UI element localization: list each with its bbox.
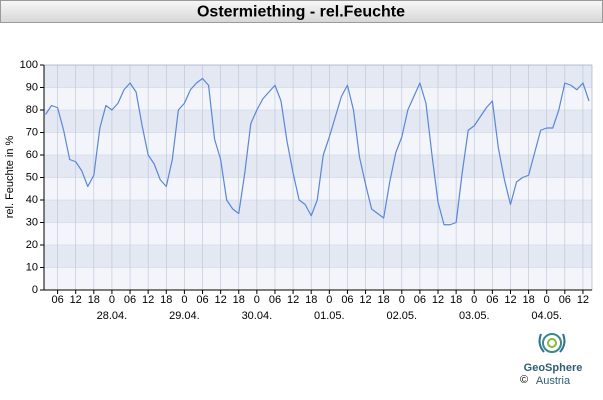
x-tick-label: 0 (471, 294, 477, 306)
title-bar: Ostermiething - rel.Feuchte (0, 0, 603, 23)
logo-name: GeoSphere (524, 362, 583, 374)
band (44, 65, 592, 88)
date-label: 03.05. (459, 310, 490, 322)
x-tick-label: 06 (486, 294, 498, 306)
y-tick-label: 80 (26, 104, 38, 116)
x-tick-label: 06 (269, 294, 281, 306)
x-tick-label: 0 (544, 294, 550, 306)
y-tick-label: 20 (26, 239, 38, 251)
y-tick-label: 0 (32, 284, 38, 296)
x-tick-label: 18 (160, 294, 172, 306)
date-label: 29.04. (169, 310, 200, 322)
y-tick-label: 90 (26, 81, 38, 93)
x-tick-label: 18 (305, 294, 317, 306)
chart-title: Ostermiething - rel.Feuchte (197, 4, 405, 21)
date-label: 28.04. (97, 310, 128, 322)
y-tick-label: 70 (26, 126, 38, 138)
line (45, 77, 590, 226)
x-tick-label: 12 (504, 294, 516, 306)
y-tick-label: 40 (26, 194, 38, 206)
x-tick-label: 06 (414, 294, 426, 306)
copyright: © (520, 374, 528, 386)
x-tick-label: 0 (399, 294, 405, 306)
date-label: 30.04. (242, 310, 273, 322)
y-axis-label: rel. Feuchte in % (4, 136, 16, 219)
date-label: 02.05. (386, 310, 417, 322)
y-tick-label: 50 (26, 171, 38, 183)
x-tick-label: 12 (577, 294, 589, 306)
band (44, 110, 592, 133)
band (44, 267, 592, 290)
x-tick-label: 0 (109, 294, 115, 306)
plot (45, 77, 590, 226)
band (44, 177, 592, 200)
band (44, 200, 592, 223)
date-label: 01.05. (314, 310, 345, 322)
x-tick-label: 18 (378, 294, 390, 306)
x-tick-label: 0 (326, 294, 332, 306)
x-tick-label: 06 (559, 294, 571, 306)
band (44, 245, 592, 268)
x-tick-label: 06 (196, 294, 208, 306)
x-tick-label: 18 (522, 294, 534, 306)
x-tick-label: 12 (359, 294, 371, 306)
x-tick-label: 12 (287, 294, 299, 306)
x-tick-label: 12 (215, 294, 227, 306)
bands (44, 65, 592, 290)
x-tick-label: 0 (181, 294, 187, 306)
x-tick-label: 12 (142, 294, 154, 306)
band (44, 155, 592, 178)
x-tick-label: 0 (254, 294, 260, 306)
logo-mark (538, 333, 566, 353)
band (44, 132, 592, 155)
logo-mark (547, 338, 557, 348)
y-tick-label: 30 (26, 216, 38, 228)
y-tick-label: 10 (26, 261, 38, 273)
x-tick-label: 12 (70, 294, 82, 306)
x-tick-label: 06 (341, 294, 353, 306)
x-tick-label: 18 (450, 294, 462, 306)
logo: GeoSphere Austria © (520, 333, 583, 387)
date-label: 04.05. (531, 310, 562, 322)
x-tick-label: 06 (51, 294, 63, 306)
x-tick-label: 18 (88, 294, 100, 306)
logo-country: Austria (536, 375, 571, 387)
band (44, 87, 592, 110)
axes: 0 10 20 30 40 50 60 70 80 90 100 06 12 18 0 06 12 18 0 06 12… (20, 59, 593, 322)
x-tick-label: 12 (432, 294, 444, 306)
logo-mark (542, 333, 562, 353)
y-tick-label: 100 (20, 59, 38, 71)
y-tick-label: 60 (26, 149, 38, 161)
x-tick-label: 18 (233, 294, 245, 306)
x-tick-label: 06 (124, 294, 136, 306)
band (44, 222, 592, 245)
